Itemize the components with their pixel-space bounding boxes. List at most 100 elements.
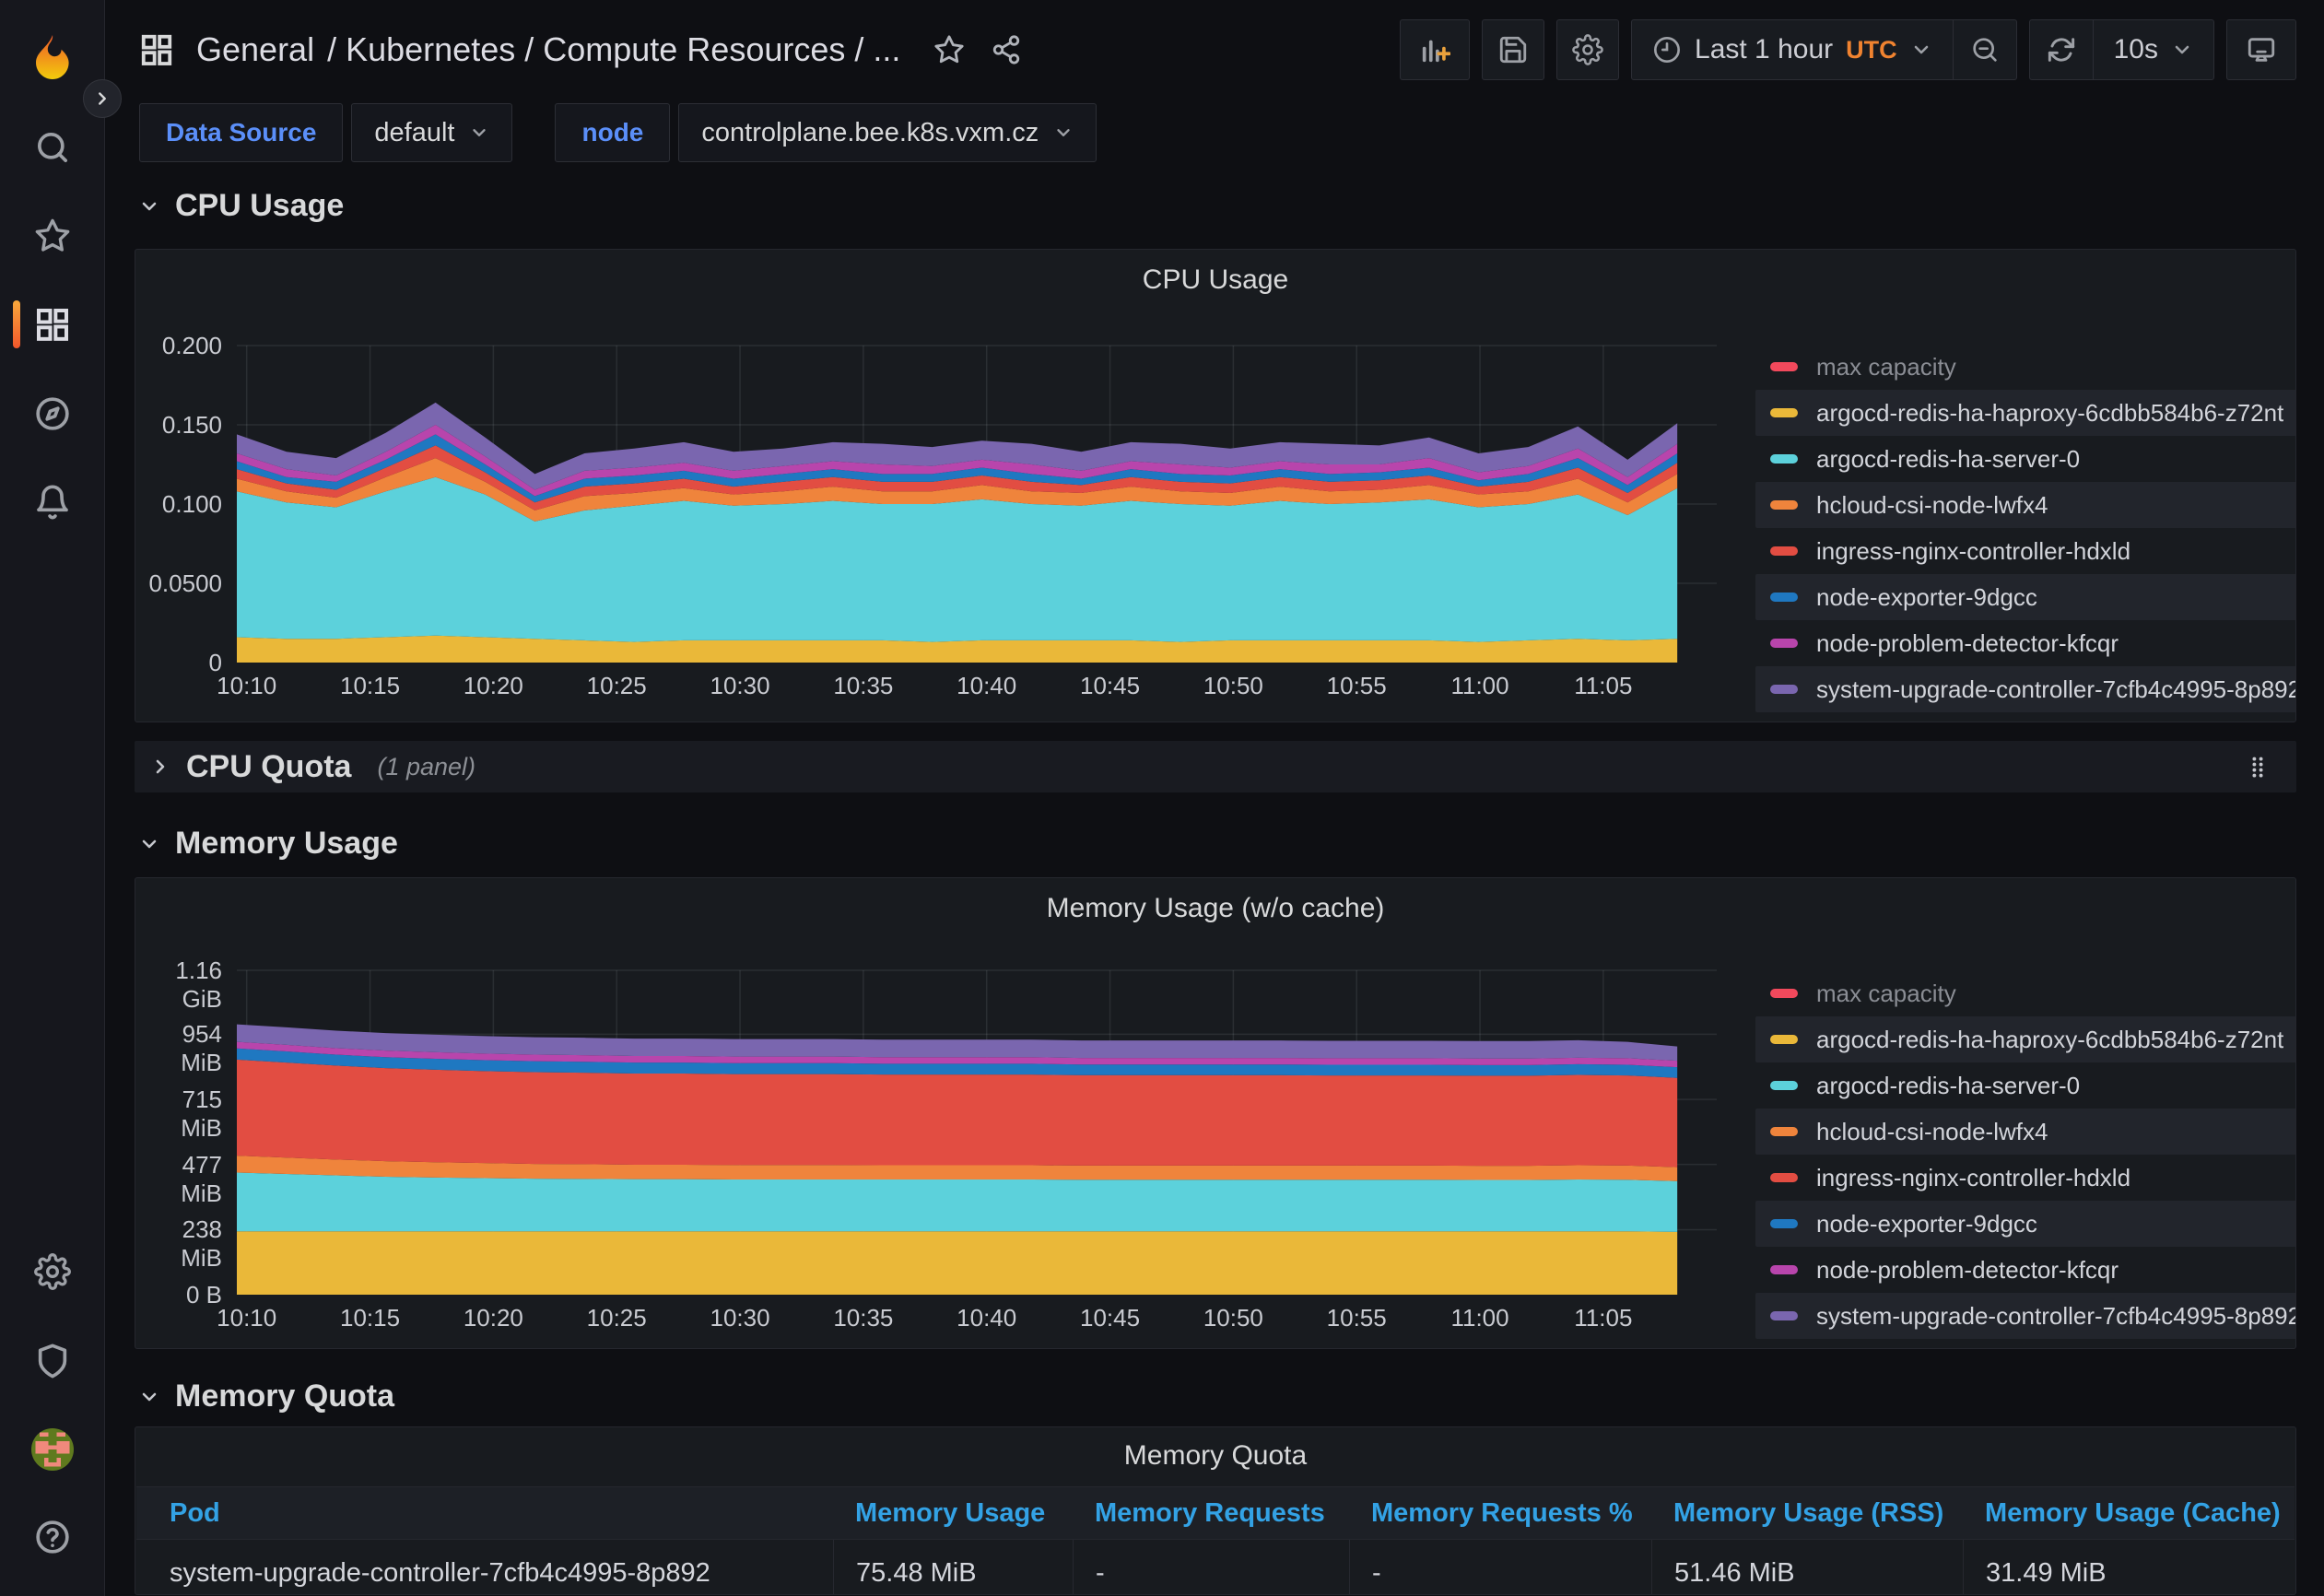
dashboard-header: General/ Kubernetes / Compute Resources … <box>106 0 2324 100</box>
add-panel-button[interactable] <box>1400 19 1470 80</box>
panel-cpu-usage[interactable]: CPU Usage 00.05000.1000.1500.20010:1010:… <box>135 249 2296 722</box>
legend-item[interactable]: ingress-nginx-controller-hdxld <box>1755 528 2296 574</box>
legend-series-label[interactable]: argocd-redis-ha-server-0 <box>1816 445 2080 474</box>
legend-series-swatch <box>1770 546 1798 556</box>
legend-series-swatch <box>1770 685 1798 694</box>
legend-series-swatch <box>1770 454 1798 464</box>
panel-title[interactable]: Memory Usage (w/o cache) <box>135 893 2295 924</box>
legend-item[interactable]: node-problem-detector-kfcqr <box>1755 620 2296 666</box>
legend-series-label[interactable]: argocd-redis-ha-haproxy-6cdbb584b6-z72nt <box>1816 399 2283 428</box>
help-icon[interactable] <box>34 1519 71 1555</box>
legend-series-swatch <box>1770 1127 1798 1136</box>
panel-memory-usage[interactable]: Memory Usage (w/o cache) 0 B238 MiB477 M… <box>135 877 2296 1349</box>
dashboard-settings-button[interactable] <box>1556 19 1619 80</box>
breadcrumb[interactable]: General/ Kubernetes / Compute Resources … <box>196 30 900 69</box>
legend-item[interactable]: node-exporter-9dgcc <box>1755 574 2296 620</box>
legend-item[interactable]: node-exporter-9dgcc <box>1755 1201 2296 1247</box>
refresh-dashboard-button[interactable] <box>2030 20 2093 79</box>
y-axis-tick-label: 954 MiB <box>135 1020 222 1077</box>
save-dashboard-button[interactable] <box>1482 19 1544 80</box>
row-title: Memory Usage <box>175 826 398 862</box>
table-cell: 75.48 MiB <box>833 1540 1073 1595</box>
legend-item[interactable]: system-upgrade-controller-7cfb4c4995-8p8… <box>1755 666 2296 712</box>
star-dashboard-icon[interactable] <box>933 34 965 65</box>
legend-series-label[interactable]: ingress-nginx-controller-hdxld <box>1816 1164 2130 1192</box>
row-memory-quota[interactable]: Memory Quota <box>138 1379 394 1414</box>
legend-item[interactable]: node-problem-detector-kfcqr <box>1755 1247 2296 1293</box>
legend-series-label[interactable]: system-upgrade-controller-7cfb4c4995-8p8… <box>1816 1302 2296 1331</box>
panel-title[interactable]: CPU Usage <box>135 264 2295 296</box>
breadcrumb-section[interactable]: General <box>196 30 314 68</box>
legend-series-label[interactable]: node-problem-detector-kfcqr <box>1816 629 2119 658</box>
legend-series-label[interactable]: system-upgrade-controller-7cfb4c4995-8p8… <box>1816 675 2296 704</box>
legend-item[interactable]: argocd-redis-ha-server-0 <box>1755 436 2296 482</box>
table-column-header[interactable]: Memory Usage <box>833 1498 1073 1529</box>
user-avatar[interactable] <box>31 1428 74 1471</box>
legend-series-label[interactable]: max capacity <box>1816 980 1956 1008</box>
variable-datasource-picker[interactable]: default <box>351 103 512 162</box>
time-range-picker[interactable]: Last 1 hour UTC <box>1632 20 1953 79</box>
legend-series-label[interactable]: node-exporter-9dgcc <box>1816 583 2037 612</box>
table-header-row: PodMemory UsageMemory RequestsMemory Req… <box>136 1486 2295 1540</box>
legend-series-label[interactable]: hcloud-csi-node-lwfx4 <box>1816 1118 2048 1146</box>
explore-compass-icon[interactable] <box>34 395 71 432</box>
table-row[interactable]: system-upgrade-controller-7cfb4c4995-8p8… <box>136 1540 2295 1595</box>
legend-series-swatch <box>1770 1311 1798 1320</box>
panel-memory-quota-table[interactable]: Memory Quota PodMemory UsageMemory Reque… <box>135 1426 2296 1595</box>
stacked-area-plot[interactable] <box>237 346 1717 663</box>
legend-item[interactable]: max capacity <box>1755 970 2296 1016</box>
row-title: Memory Quota <box>175 1379 394 1414</box>
legend-series-swatch <box>1770 1173 1798 1182</box>
row-cpu-usage[interactable]: CPU Usage <box>138 188 344 224</box>
table-column-header[interactable]: Memory Usage (Cache) <box>1963 1498 2295 1529</box>
legend-item[interactable]: system-upgrade-controller-7cfb4c4995-8p8… <box>1755 1293 2296 1339</box>
y-axis-tick-label: 0.100 <box>135 490 222 519</box>
configuration-gear-icon[interactable] <box>34 1253 71 1290</box>
y-axis-tick-label: 0.150 <box>135 411 222 440</box>
apps-grid-icon <box>139 32 174 67</box>
variable-datasource: Data Source default <box>139 103 512 162</box>
legend-item[interactable]: hcloud-csi-node-lwfx4 <box>1755 482 2296 528</box>
legend-item[interactable]: ingress-nginx-controller-hdxld <box>1755 1155 2296 1201</box>
row-memory-usage[interactable]: Memory Usage <box>138 826 398 862</box>
table-column-header[interactable]: Memory Requests <box>1073 1498 1349 1529</box>
panel-title[interactable]: Memory Quota <box>135 1440 2295 1472</box>
legend-item[interactable]: argocd-redis-ha-haproxy-6cdbb584b6-z72nt <box>1755 390 2296 436</box>
drag-handle-icon[interactable] <box>2247 756 2269 778</box>
legend-series-label[interactable]: argocd-redis-ha-haproxy-6cdbb584b6-z72nt <box>1816 1026 2283 1054</box>
grafana-logo-icon[interactable] <box>30 33 75 81</box>
row-cpu-quota[interactable]: CPU Quota (1 panel) <box>135 741 2296 792</box>
expand-sidebar-button[interactable] <box>83 79 122 118</box>
legend-series-label[interactable]: node-exporter-9dgcc <box>1816 1210 2037 1238</box>
legend-item[interactable]: hcloud-csi-node-lwfx4 <box>1755 1109 2296 1155</box>
cycle-view-mode-button[interactable] <box>2226 19 2296 80</box>
legend-series-label[interactable]: max capacity <box>1816 353 1956 381</box>
x-axis-tick-label: 11:05 <box>1530 1304 1677 1332</box>
legend-series-label[interactable]: node-problem-detector-kfcqr <box>1816 1256 2119 1285</box>
starred-dashboards-icon[interactable] <box>34 217 71 254</box>
table-column-header[interactable]: Pod <box>136 1498 833 1529</box>
alerting-bell-icon[interactable] <box>34 484 71 521</box>
chevron-down-icon <box>1910 39 1932 61</box>
legend-item[interactable]: argocd-redis-ha-server-0 <box>1755 1062 2296 1109</box>
table-column-header[interactable]: Memory Usage (RSS) <box>1651 1498 1963 1529</box>
legend-series-label[interactable]: ingress-nginx-controller-hdxld <box>1816 537 2130 566</box>
zoom-out-time-button[interactable] <box>1953 20 2016 79</box>
stacked-area-plot[interactable] <box>237 970 1717 1295</box>
variable-node-picker[interactable]: controlplane.bee.k8s.vxm.cz <box>678 103 1097 162</box>
legend-item[interactable]: argocd-redis-ha-haproxy-6cdbb584b6-z72nt <box>1755 1016 2296 1062</box>
search-icon[interactable] <box>34 129 71 166</box>
refresh-interval-picker[interactable]: 10s <box>2093 20 2213 79</box>
refresh-interval-label: 10s <box>2114 34 2158 65</box>
y-axis-tick-label: 238 MiB <box>135 1215 222 1273</box>
legend-item[interactable]: max capacity <box>1755 344 2296 390</box>
legend-series-swatch <box>1770 639 1798 648</box>
share-dashboard-icon[interactable] <box>991 34 1022 65</box>
legend-series-label[interactable]: hcloud-csi-node-lwfx4 <box>1816 491 2048 520</box>
table-column-header[interactable]: Memory Requests % <box>1349 1498 1651 1529</box>
legend-series-label[interactable]: argocd-redis-ha-server-0 <box>1816 1072 2080 1100</box>
x-axis-tick-label: 11:05 <box>1530 672 1677 700</box>
server-admin-shield-icon[interactable] <box>34 1343 71 1379</box>
chevron-down-icon <box>138 195 160 217</box>
dashboards-icon[interactable] <box>34 306 71 343</box>
